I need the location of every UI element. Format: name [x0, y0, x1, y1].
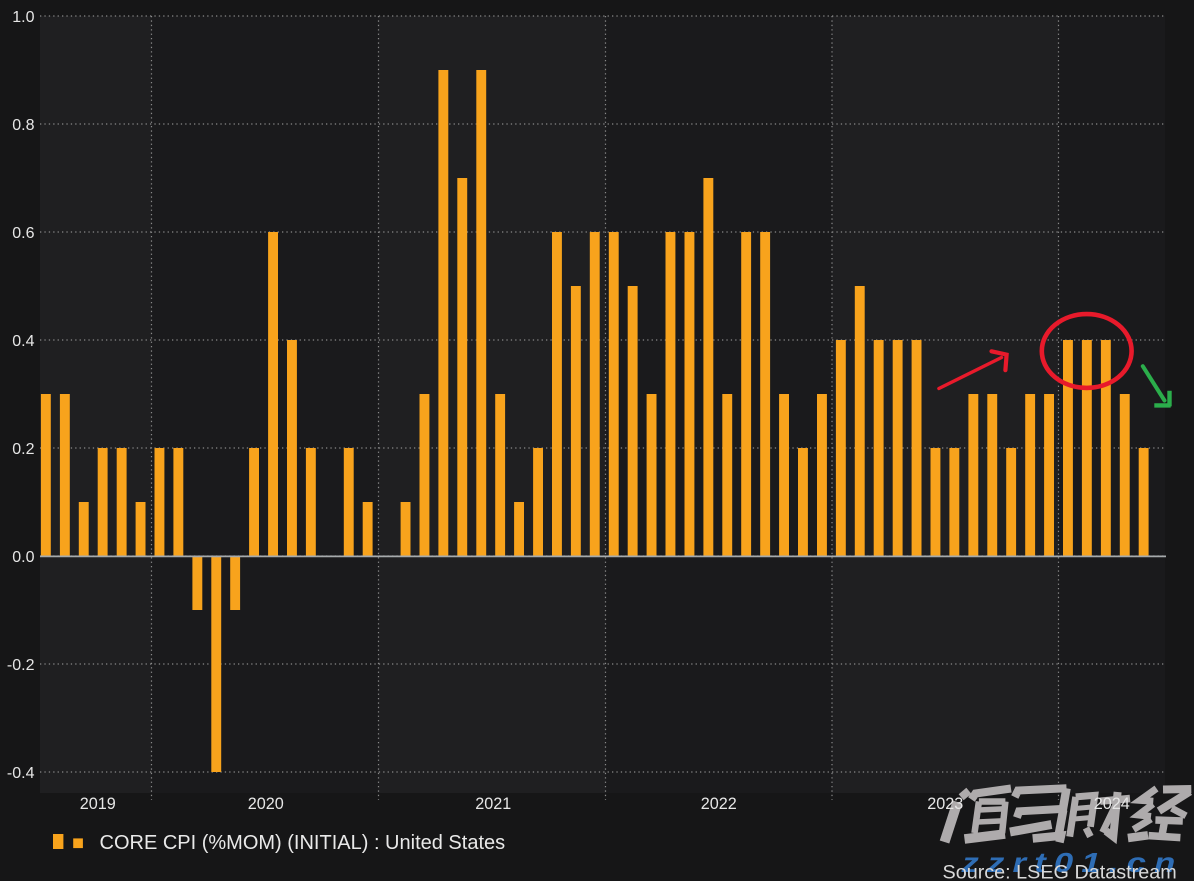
svg-text:2019: 2019 — [80, 795, 116, 813]
svg-text:0.6: 0.6 — [12, 225, 34, 242]
svg-text:-0.2: -0.2 — [7, 657, 35, 674]
svg-text:2021: 2021 — [475, 795, 511, 813]
svg-text:0.4: 0.4 — [12, 333, 34, 350]
svg-text:2022: 2022 — [701, 795, 737, 813]
svg-text:2023: 2023 — [927, 795, 963, 813]
svg-text:1.0: 1.0 — [12, 9, 34, 26]
svg-text:-0.4: -0.4 — [7, 765, 35, 782]
svg-text:0.8: 0.8 — [12, 117, 34, 134]
svg-text:2024: 2024 — [1094, 795, 1130, 813]
svg-text:0.0: 0.0 — [12, 549, 34, 566]
svg-text:0.2: 0.2 — [12, 441, 34, 458]
svg-text:zzrt01.cn: zzrt01.cn — [960, 847, 1183, 878]
svg-text:2020: 2020 — [248, 795, 284, 813]
svg-text:Source: LSEG Datastream: Source: LSEG Datastream — [943, 862, 1177, 881]
svg-text:CORE CPI (%MOM) (INITIAL) : Un: CORE CPI (%MOM) (INITIAL) : United State… — [100, 832, 506, 854]
